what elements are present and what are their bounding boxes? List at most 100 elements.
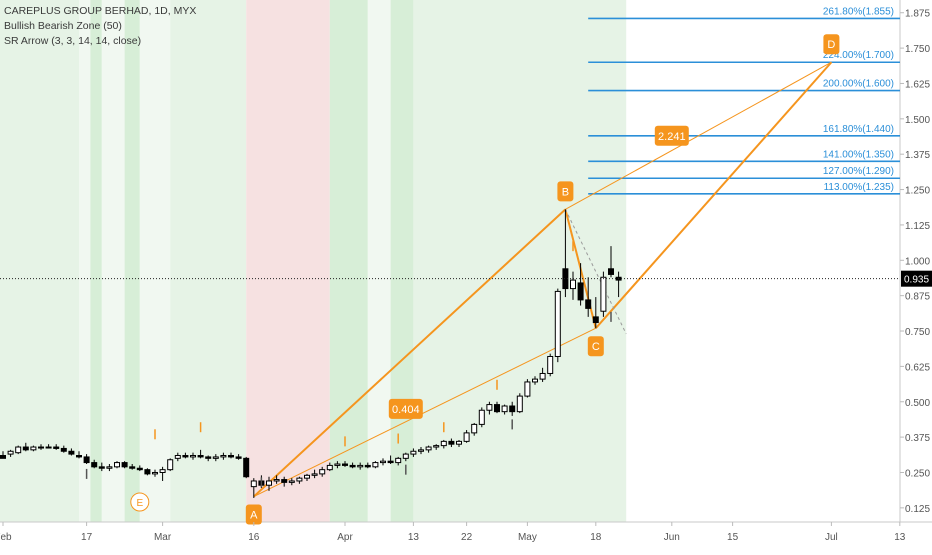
point-label-A: A xyxy=(250,510,258,522)
candle-body-25 xyxy=(190,455,196,458)
candle-body-80 xyxy=(608,268,614,275)
zone-bull_light-3 xyxy=(101,0,125,522)
candle-body-52 xyxy=(395,457,402,464)
y-tick-label-4: 0.625 xyxy=(905,362,930,373)
time-axis: Feb 17 Mar 16 Apr 13 22 May 18 Jun 15 Jul 13 xyxy=(0,522,906,543)
x-tick-label-0: Feb xyxy=(0,532,12,543)
candle-body-26 xyxy=(197,455,204,458)
candles xyxy=(0,209,622,498)
legend-indicator-sr-arrow[interactable]: SR Arrow (3, 3, 14, 14, close) xyxy=(4,35,142,47)
candle-body-61 xyxy=(463,432,470,442)
candle-body-50 xyxy=(380,460,386,464)
candle-body-58 xyxy=(440,440,447,447)
zone-bull_strong-10 xyxy=(390,0,414,522)
candle-body-33 xyxy=(250,480,257,488)
candle-body-14 xyxy=(106,466,113,469)
candle-body-15 xyxy=(114,462,120,468)
ratio-label-bg-0 xyxy=(388,398,423,419)
price-axis: 0.125 0.250 0.375 0.500 0.625 0.750 0.875 1.000… xyxy=(900,9,932,515)
y-tick-label-6: 0.875 xyxy=(905,292,930,303)
candle-body-48 xyxy=(364,464,371,468)
point-label-B: B xyxy=(562,186,569,198)
candle-body-18 xyxy=(136,467,143,471)
candle-body-10 xyxy=(76,455,82,458)
x-tick-label-2: Mar xyxy=(154,532,172,543)
fib-level-label-4: 141.00%(1.350) xyxy=(823,149,894,160)
x-tick-label-5: 13 xyxy=(408,532,420,543)
candle-body-29 xyxy=(220,455,227,458)
candle-body-64 xyxy=(486,404,493,411)
legend-indicator-zone[interactable]: Bullish Bearish Zone (50) xyxy=(4,20,122,32)
candle-body-35 xyxy=(266,480,272,486)
current-price-tag xyxy=(901,270,932,287)
ratio-label-0: 0.404 xyxy=(392,404,420,416)
candle-body-36 xyxy=(273,479,280,482)
y-tick-label-7: 1.000 xyxy=(905,256,930,267)
y-tick-label-8: 1.125 xyxy=(905,221,930,232)
candle-body-23 xyxy=(174,455,181,459)
candle-body-42 xyxy=(319,469,326,475)
zone-bear-7 xyxy=(246,0,330,522)
candle-body-32 xyxy=(243,457,250,478)
pattern-labels: A B C D 0.404 2.241 E xyxy=(130,34,840,525)
zone-bull_light-5 xyxy=(139,0,171,522)
y-tick-label-13: 1.750 xyxy=(905,44,930,55)
candle-body-16 xyxy=(121,462,128,468)
candle-body-45 xyxy=(342,463,348,466)
fib-level-label-6: 113.00%(1.235) xyxy=(824,182,894,193)
candle-body-41 xyxy=(311,473,318,476)
x-tick-label-3: 16 xyxy=(248,532,260,543)
y-tick-label-0: 0.125 xyxy=(905,504,930,515)
candle-body-24 xyxy=(182,455,189,458)
point-label-D: D xyxy=(827,39,835,51)
y-tick-label-14: 1.875 xyxy=(905,9,930,20)
candle-body-67 xyxy=(509,405,516,413)
zone-bull-11 xyxy=(413,0,627,522)
ratio-label-1: 2.241 xyxy=(658,131,686,143)
candle-body-6 xyxy=(45,446,52,449)
candle-body-20 xyxy=(152,471,158,475)
y-tick-label-2: 0.375 xyxy=(905,433,930,444)
candle-body-17 xyxy=(129,466,136,469)
leg-ab xyxy=(253,208,567,498)
abcd-pattern xyxy=(253,61,833,498)
legend-symbol-title[interactable]: CAREPLUS GROUP BERHAD, 1D, MYX xyxy=(4,5,197,17)
candle-body-66 xyxy=(501,405,508,413)
candle-body-1 xyxy=(7,450,14,455)
candle-body-59 xyxy=(448,440,455,445)
candle-body-62 xyxy=(471,423,478,434)
fib-level-label-2: 200.00%(1.600) xyxy=(823,79,894,90)
candle-body-70 xyxy=(532,378,538,383)
candle-body-77 xyxy=(585,299,592,309)
candle-body-47 xyxy=(357,464,364,468)
fib-level-label-1: 224.00%(1.700) xyxy=(823,50,894,61)
candle-body-0 xyxy=(0,455,6,459)
y-tick-label-12: 1.625 xyxy=(905,79,930,90)
candle-body-57 xyxy=(433,445,440,448)
candle-body-4 xyxy=(30,446,37,451)
candle-body-37 xyxy=(281,479,288,483)
point-label-bg-D xyxy=(823,34,840,55)
candle-body-78 xyxy=(592,316,599,324)
candle-body-49 xyxy=(372,462,379,468)
candle-body-22 xyxy=(167,459,174,471)
candle-body-69 xyxy=(524,381,531,397)
point-label-C: C xyxy=(592,341,600,353)
candle-body-11 xyxy=(83,456,90,464)
candle-body-46 xyxy=(349,464,356,468)
candle-body-27 xyxy=(205,456,212,459)
x-tick-label-12: 13 xyxy=(894,532,906,543)
zone-bull_strong-8 xyxy=(329,0,368,522)
zone-bull_strong-4 xyxy=(124,0,140,522)
candle-body-55 xyxy=(418,449,424,452)
candle-body-65 xyxy=(494,404,500,413)
candle-body-38 xyxy=(288,480,295,483)
zone-bull-6 xyxy=(170,0,247,522)
candle-body-39 xyxy=(296,477,303,482)
x-tick-label-10: 15 xyxy=(727,532,739,543)
fib-level-label-5: 127.00%(1.290) xyxy=(823,166,894,177)
candle-body-19 xyxy=(144,469,151,475)
x-tick-label-4: Apr xyxy=(337,532,353,543)
fib-level-label-3: 161.80%(1.440) xyxy=(823,124,894,135)
